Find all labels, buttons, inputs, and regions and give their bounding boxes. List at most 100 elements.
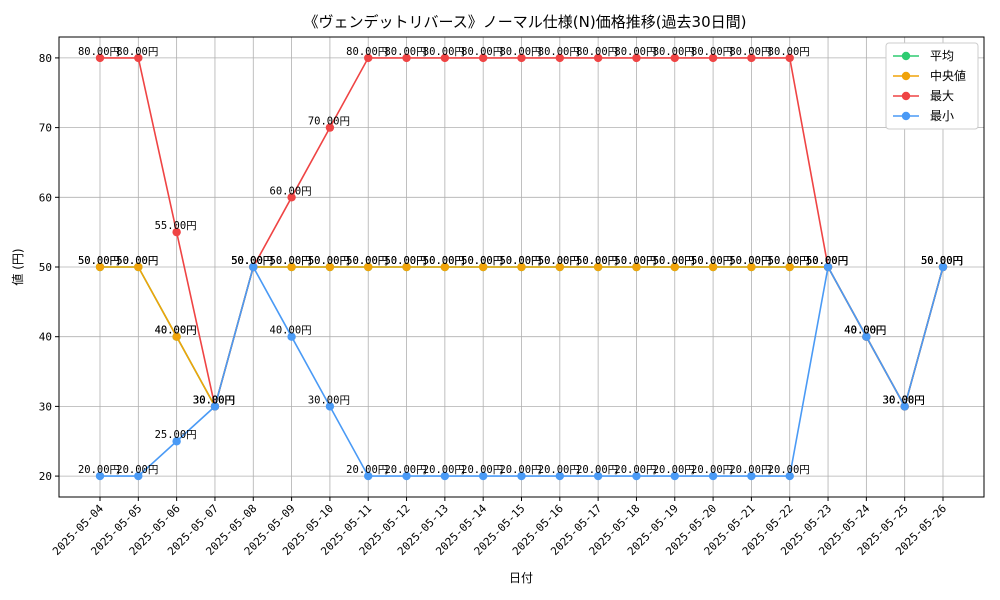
x-axis-ticks: 2025-05-042025-05-052025-05-062025-05-07… [50, 497, 949, 558]
data-label: 50.00円 [231, 255, 273, 267]
series-point [478, 471, 488, 481]
series-point [478, 262, 488, 272]
data-label: 30.00円 [883, 394, 925, 406]
series-point [440, 471, 450, 481]
legend-box [885, 42, 979, 130]
series-point [670, 53, 679, 63]
data-label: 80.00円 [653, 46, 695, 58]
data-label: 50.00円 [270, 255, 312, 267]
data-label: 30.00円 [193, 394, 235, 406]
series-point [900, 402, 909, 411]
series-point [364, 262, 373, 272]
data-label: 50.00円 [806, 255, 848, 267]
series-point [708, 53, 718, 63]
data-label: 50.00円 [806, 255, 848, 267]
series-point [287, 332, 296, 341]
y-tick-label: 70 [39, 122, 52, 135]
data-label: 50.00円 [499, 255, 541, 267]
y-axis-label: 値 (円) [10, 248, 25, 285]
data-label: 20.00円 [614, 464, 656, 476]
data-label: 50.00円 [921, 255, 963, 267]
series-point [747, 262, 756, 272]
series-point [287, 193, 296, 202]
data-label: 50.00円 [78, 255, 120, 267]
data-label: 20.00円 [384, 464, 426, 476]
series-point [708, 262, 718, 272]
data-label: 50.00円 [231, 255, 273, 267]
data-label: 80.00円 [346, 46, 388, 58]
legend-marker [901, 111, 911, 121]
series-point [134, 471, 143, 481]
data-label: 80.00円 [461, 46, 503, 58]
data-label: 30.00円 [883, 394, 925, 406]
y-axis-ticks: 20 30 40 50 60 70 80 [39, 52, 59, 483]
series-point [210, 402, 220, 411]
data-label: 20.00円 [538, 464, 580, 476]
data-label: 80.00円 [538, 46, 580, 58]
data-label: 50.00円 [423, 255, 465, 267]
series-point [785, 53, 794, 63]
data-label: 40.00円 [155, 325, 197, 337]
data-label: 20.00円 [499, 464, 541, 476]
series-point [632, 262, 641, 272]
data-label: 30.00円 [193, 394, 235, 406]
data-label: 50.00円 [231, 255, 273, 267]
data-label: 50.00円 [461, 255, 503, 267]
data-label: 40.00円 [270, 325, 312, 337]
series-point [670, 262, 679, 272]
data-label: 50.00円 [538, 255, 580, 267]
series-point [747, 53, 756, 63]
series-point [747, 471, 756, 481]
data-label: 50.00円 [614, 255, 656, 267]
series-point [440, 262, 450, 272]
data-label: 20.00円 [423, 464, 465, 476]
data-label: 20.00円 [768, 464, 810, 476]
series-point [593, 53, 603, 63]
data-label: 80.00円 [384, 46, 426, 58]
data-label: 50.00円 [78, 255, 120, 267]
legend-label: 中央値 [930, 68, 966, 83]
series-point [478, 53, 488, 63]
series-point [593, 262, 603, 272]
series-point [785, 471, 794, 481]
data-label: 20.00円 [461, 464, 503, 476]
data-label: 50.00円 [691, 255, 733, 267]
series-point [402, 53, 411, 63]
data-label: 50.00円 [729, 255, 771, 267]
data-label: 50.00円 [538, 255, 580, 267]
series-point [402, 471, 411, 481]
data-label: 40.00円 [844, 325, 886, 337]
data-label: 30.00円 [883, 394, 925, 406]
data-label: 80.00円 [691, 46, 733, 58]
data-label: 20.00円 [116, 464, 158, 476]
data-label: 40.00円 [844, 325, 886, 337]
series-point [555, 471, 565, 481]
data-label: 70.00円 [308, 116, 350, 128]
y-tick-label: 50 [39, 261, 52, 274]
data-label: 50.00円 [576, 255, 618, 267]
data-label: 50.00円 [729, 255, 771, 267]
legend-label: 最小 [930, 109, 954, 123]
data-label: 80.00円 [768, 46, 810, 58]
series-point [364, 471, 373, 481]
data-label: 20.00円 [691, 464, 733, 476]
data-label: 40.00円 [844, 325, 886, 337]
data-labels-layer: 50.00円50.00円40.00円30.00円50.00円50.00円50.0… [78, 46, 963, 476]
data-label: 30.00円 [193, 394, 235, 406]
data-label: 80.00円 [614, 46, 656, 58]
series-point [172, 332, 181, 341]
data-label: 50.00円 [116, 255, 158, 267]
data-label: 50.00円 [653, 255, 695, 267]
data-label: 50.00円 [231, 255, 273, 267]
legend-marker [901, 51, 911, 61]
data-label: 50.00円 [308, 255, 350, 267]
series-point [134, 53, 143, 63]
series-point [632, 471, 641, 481]
data-label: 40.00円 [844, 325, 886, 337]
legend-label: 平均 [930, 49, 954, 63]
series-point [632, 53, 641, 63]
series-point [517, 471, 526, 481]
data-label: 80.00円 [423, 46, 465, 58]
series-point [134, 262, 143, 272]
data-label: 50.00円 [461, 255, 503, 267]
